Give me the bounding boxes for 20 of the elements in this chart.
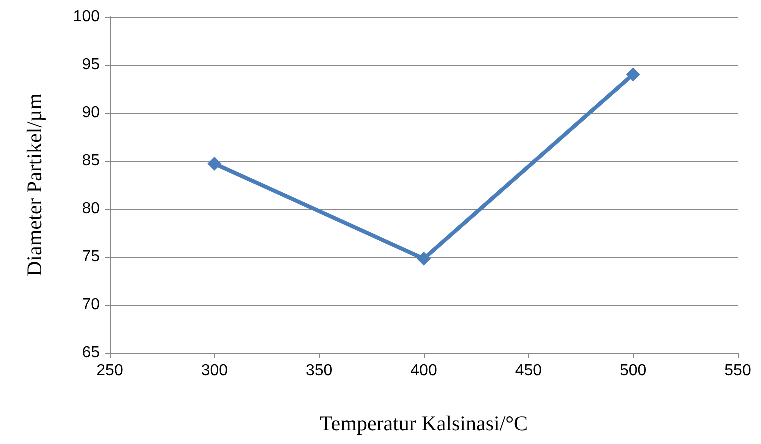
- y-tick-label: 95: [82, 56, 100, 74]
- y-tick-label: 75: [82, 248, 100, 266]
- y-tick-label: 100: [73, 8, 100, 26]
- x-tick-label: 300: [201, 362, 228, 380]
- x-tick-label: 450: [515, 362, 542, 380]
- point: [208, 156, 222, 171]
- y-tick-label: 80: [82, 200, 100, 218]
- x-tick-label: 250: [96, 362, 124, 380]
- y-tick-label: 65: [82, 344, 100, 362]
- y-tick-label: 90: [82, 104, 100, 122]
- x-tick-label: 500: [620, 362, 647, 380]
- x-tick-label: 550: [724, 362, 752, 380]
- x-tick-label: 350: [306, 362, 333, 380]
- y-tick-label: 70: [82, 296, 100, 314]
- point: [626, 68, 640, 82]
- y-axis-title: Diameter Partikel/µm: [22, 94, 46, 276]
- x-tick-label: 400: [410, 362, 438, 380]
- y-tick-label: 85: [82, 152, 100, 170]
- x-axis-title: Temperatur Kalsinasi/°C: [320, 412, 528, 436]
- point: [417, 252, 431, 266]
